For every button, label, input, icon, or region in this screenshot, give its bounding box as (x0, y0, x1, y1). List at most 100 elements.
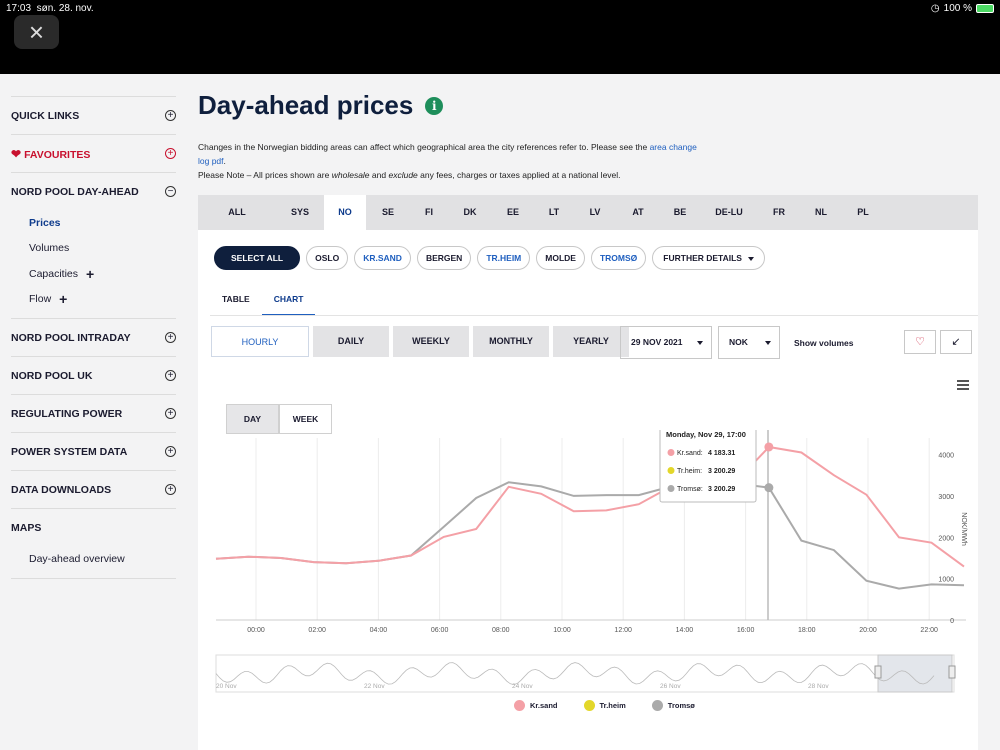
day-button[interactable]: DAY (226, 404, 279, 434)
tooltip-label: Tromsø: (677, 486, 703, 493)
sidebar-item-prices[interactable]: Prices (29, 216, 61, 229)
legend-dot (514, 700, 525, 711)
city-tromso[interactable]: TROMSØ (590, 246, 647, 270)
navigator-label: 24 Nov (512, 683, 533, 690)
country-tab-dk[interactable]: DK (463, 207, 477, 217)
chart-legend: Kr.sand Tr.heim Tromsø (514, 700, 695, 711)
sidebar-quick-links[interactable]: QUICK LINKS + (11, 96, 176, 134)
country-tab-sys[interactable]: SYS (290, 207, 309, 217)
country-tab-pl[interactable]: PL (857, 207, 869, 217)
chart-menu-icon[interactable] (957, 380, 969, 392)
tooltip-value: 4 183.31 (708, 450, 735, 457)
country-tab-all[interactable]: ALL (228, 207, 246, 217)
tooltip-dot (667, 449, 675, 456)
period-hourly[interactable]: HOURLY (211, 326, 309, 357)
series-line-kr-sand (215, 445, 965, 568)
country-tab-be[interactable]: BE (673, 207, 687, 217)
y-tick-label: 3000 (938, 494, 954, 501)
sidebar-maps[interactable]: MAPS (11, 508, 176, 546)
date-select[interactable]: 29 NOV 2021 (620, 326, 712, 359)
caret-down-icon (765, 341, 771, 345)
city-oslo[interactable]: OSLO (306, 246, 349, 270)
plus-circle-icon: + (165, 148, 176, 159)
legend-label: Kr.sand (530, 701, 558, 710)
tooltip-box (659, 430, 757, 503)
period-buttons: HOURLY DAILY WEEKLY MONTHLY YEARLY (211, 326, 629, 357)
status-right: ◷ 100 % (931, 3, 994, 14)
tooltip-dot (667, 467, 675, 474)
tab-table[interactable]: TABLE (222, 294, 250, 304)
price-chart[interactable]: 00:00 02:00 04:00 06:00 08:00 10:00 12:00 14:00… (198, 430, 978, 730)
legend-item[interactable]: Tr.heim (583, 700, 626, 711)
navigator-selection (877, 654, 953, 693)
period-weekly[interactable]: WEEKLY (393, 326, 469, 357)
info-icon[interactable]: i (425, 96, 444, 115)
sidebar-item-capacities[interactable]: Capacities + (29, 265, 95, 282)
country-tab-no[interactable]: NO (324, 195, 366, 230)
plus-icon: + (59, 291, 68, 308)
country-tab-at[interactable]: AT (632, 207, 644, 217)
country-tab-lv[interactable]: LV (589, 207, 601, 217)
sidebar-favourites[interactable]: ❤ FAVOURITES + (11, 134, 176, 172)
tooltip-label: Kr.sand: (677, 450, 703, 457)
sidebar-item-volumes[interactable]: Volumes (29, 242, 70, 255)
city-molde[interactable]: MOLDE (536, 246, 585, 270)
country-tab-de-lu[interactable]: DE-LU (715, 207, 743, 217)
favourite-button[interactable]: ♡ (904, 330, 936, 354)
x-tick-label: 00:00 (247, 627, 265, 634)
y-axis-label: NOK/MWh (960, 512, 967, 546)
plus-circle-icon: + (165, 110, 176, 121)
country-tab-se[interactable]: SE (381, 207, 394, 217)
sidebar-day-ahead[interactable]: NORD POOL DAY-AHEAD − (11, 172, 176, 210)
country-tab-nl[interactable]: NL (815, 207, 827, 217)
battery-label: 100 % (943, 3, 972, 14)
period-daily[interactable]: DAILY (313, 326, 389, 357)
plus-circle-icon: + (165, 370, 176, 381)
city-kr-sand[interactable]: KR.SAND (354, 246, 411, 270)
sidebar-item-day-ahead-overview[interactable]: Day-ahead overview (29, 552, 125, 565)
y-tick-label: 2000 (938, 535, 954, 542)
currency-select[interactable]: NOK (718, 326, 780, 359)
status-time: 17:03 søn. 28. nov. (6, 3, 94, 14)
country-tab-ee[interactable]: EE (506, 207, 519, 217)
period-monthly[interactable]: MONTHLY (473, 326, 549, 357)
tab-chart[interactable]: CHART (261, 284, 316, 316)
sidebar-item-flow[interactable]: Flow + (29, 291, 68, 308)
sidebar-regulating-power[interactable]: REGULATING POWER + (11, 394, 176, 432)
caret-down-icon (747, 256, 754, 261)
x-tick-label: 20:00 (859, 627, 877, 634)
show-volumes-toggle[interactable]: Show volumes (794, 338, 854, 348)
hover-point-tromso (764, 483, 774, 493)
navigator-label: 26 Nov (660, 683, 681, 690)
sidebar-power-system-data[interactable]: POWER SYSTEM DATA + (11, 432, 176, 470)
legend-item[interactable]: Tromsø (651, 700, 695, 711)
sidebar-data-downloads[interactable]: DATA DOWNLOADS + (11, 470, 176, 508)
navigator-handle-left (874, 665, 882, 679)
week-button[interactable]: WEEK (279, 404, 332, 434)
close-button[interactable]: × (14, 15, 59, 49)
navigator-handle-right (948, 665, 956, 679)
country-tab-fr[interactable]: FR (773, 207, 785, 217)
page-title: Day-ahead prices i (198, 90, 444, 121)
battery-icon (976, 4, 994, 13)
country-tab-lt[interactable]: LT (548, 207, 560, 217)
country-tab-fi[interactable]: FI (425, 207, 433, 217)
further-details-dropdown[interactable]: FURTHER DETAILS (652, 246, 765, 270)
minus-circle-icon: − (165, 186, 176, 197)
area-change-log-link[interactable]: area change log pdf (198, 142, 697, 166)
tooltip-value: 3 200.29 (708, 468, 735, 475)
x-tick-label: 02:00 (308, 627, 326, 634)
collapse-button[interactable]: ↙ (940, 330, 972, 354)
navigator-box (215, 654, 955, 693)
tooltip-label: Tr.heim: (677, 468, 702, 475)
x-tick-label: 12:00 (614, 627, 632, 634)
legend-label: Tromsø (667, 701, 695, 710)
sidebar-intraday[interactable]: NORD POOL INTRADAY + (11, 318, 176, 356)
city-tr-heim[interactable]: TR.HEIM (477, 246, 531, 270)
legend-item[interactable]: Kr.sand (514, 700, 558, 711)
page-description: Changes in the Norwegian bidding areas c… (198, 142, 697, 180)
sidebar-uk[interactable]: NORD POOL UK + (11, 356, 176, 394)
city-bergen[interactable]: BERGEN (416, 246, 472, 270)
period-yearly[interactable]: YEARLY (553, 326, 629, 357)
select-all-button[interactable]: SELECT ALL (214, 246, 301, 270)
